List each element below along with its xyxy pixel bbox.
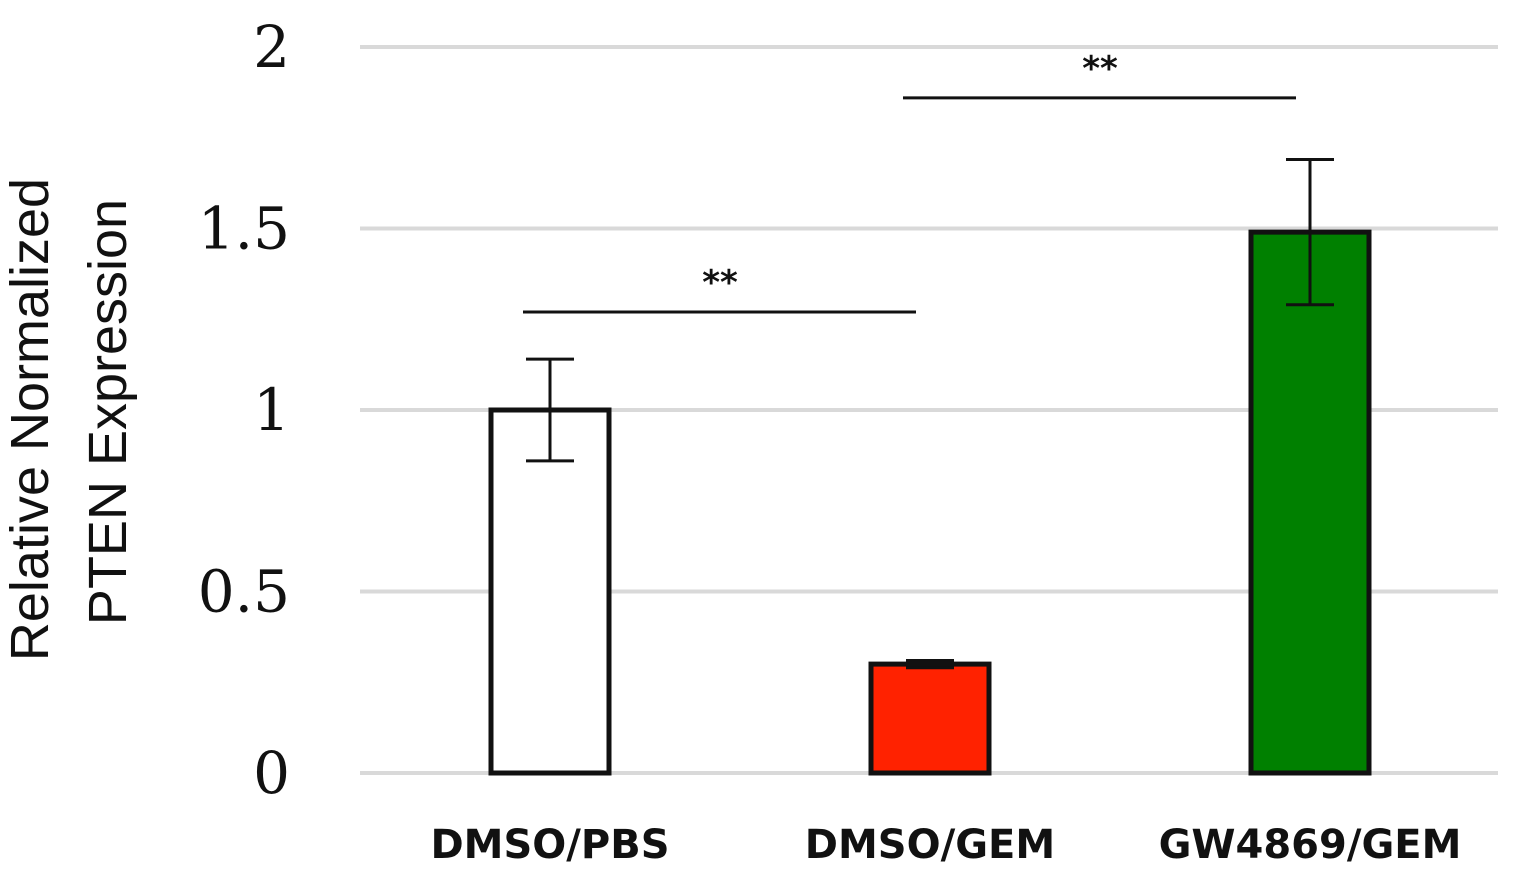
bar-gw4869-gem (1248, 229, 1372, 776)
y-tick-label: 1 (253, 376, 290, 444)
bar-dmso-gem (868, 661, 992, 776)
error-bar (1286, 158, 1334, 307)
y-tick-label: 0 (253, 739, 290, 807)
x-tick-label: DMSO/PBS (430, 822, 669, 868)
y-axis-label-line-1: Relative Normalized (0, 178, 60, 661)
y-tick-label: 2 (253, 13, 290, 81)
x-axis-labels: DMSO/PBS DMSO/GEM GW4869/GEM (430, 822, 1461, 868)
error-bars (526, 158, 1334, 670)
significance-brackets: ** ** (523, 49, 1296, 314)
y-tick-label: 0.5 (198, 558, 290, 626)
significance-label: ** (702, 263, 738, 303)
x-tick-label: DMSO/GEM (805, 822, 1055, 868)
y-tick-label: 1.5 (198, 195, 290, 263)
significance-bracket: ** (903, 49, 1296, 100)
y-axis-ticks: 0 0.5 1 1.5 2 (198, 13, 290, 807)
y-axis-label: Relative Normalized PTEN Expression (0, 163, 138, 661)
x-tick-label: GW4869/GEM (1159, 822, 1462, 868)
error-bar (906, 658, 954, 670)
y-axis-label-line-2: PTEN Expression (78, 199, 138, 625)
bar-dmso-pbs (488, 407, 612, 776)
significance-label: ** (1082, 49, 1118, 89)
significance-bracket: ** (523, 263, 916, 314)
error-bar (526, 357, 574, 463)
